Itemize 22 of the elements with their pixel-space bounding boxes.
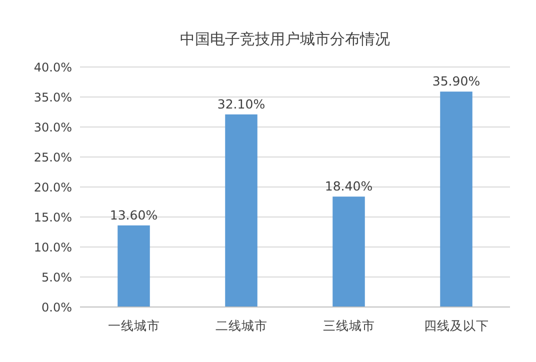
y-tick-label: 5.0% (42, 270, 72, 284)
chart-title: 中国电子竞技用户城市分布情况 (180, 30, 390, 48)
x-tick-label: 二线城市 (215, 318, 268, 333)
y-tick-label: 15.0% (34, 210, 72, 224)
y-tick-label: 0.0% (42, 300, 72, 314)
x-tick-label: 三线城市 (322, 318, 375, 333)
data-label: 13.60% (110, 207, 158, 222)
y-tick-label: 35.0% (34, 90, 72, 104)
y-tick-label: 30.0% (34, 120, 72, 134)
x-tick-label: 一线城市 (108, 318, 160, 333)
bar (118, 225, 150, 307)
y-tick-label: 20.0% (34, 180, 72, 194)
y-tick-label: 25.0% (34, 150, 72, 164)
y-tick-label: 40.0% (34, 60, 72, 74)
bar (225, 114, 258, 307)
bar (440, 92, 472, 307)
bar (332, 196, 365, 307)
data-label: 18.40% (324, 178, 373, 194)
data-label: 32.10% (217, 96, 266, 112)
x-tick-label: 四线及以下 (424, 318, 489, 333)
data-label: 35.90% (432, 74, 480, 89)
y-tick-label: 10.0% (34, 240, 72, 254)
